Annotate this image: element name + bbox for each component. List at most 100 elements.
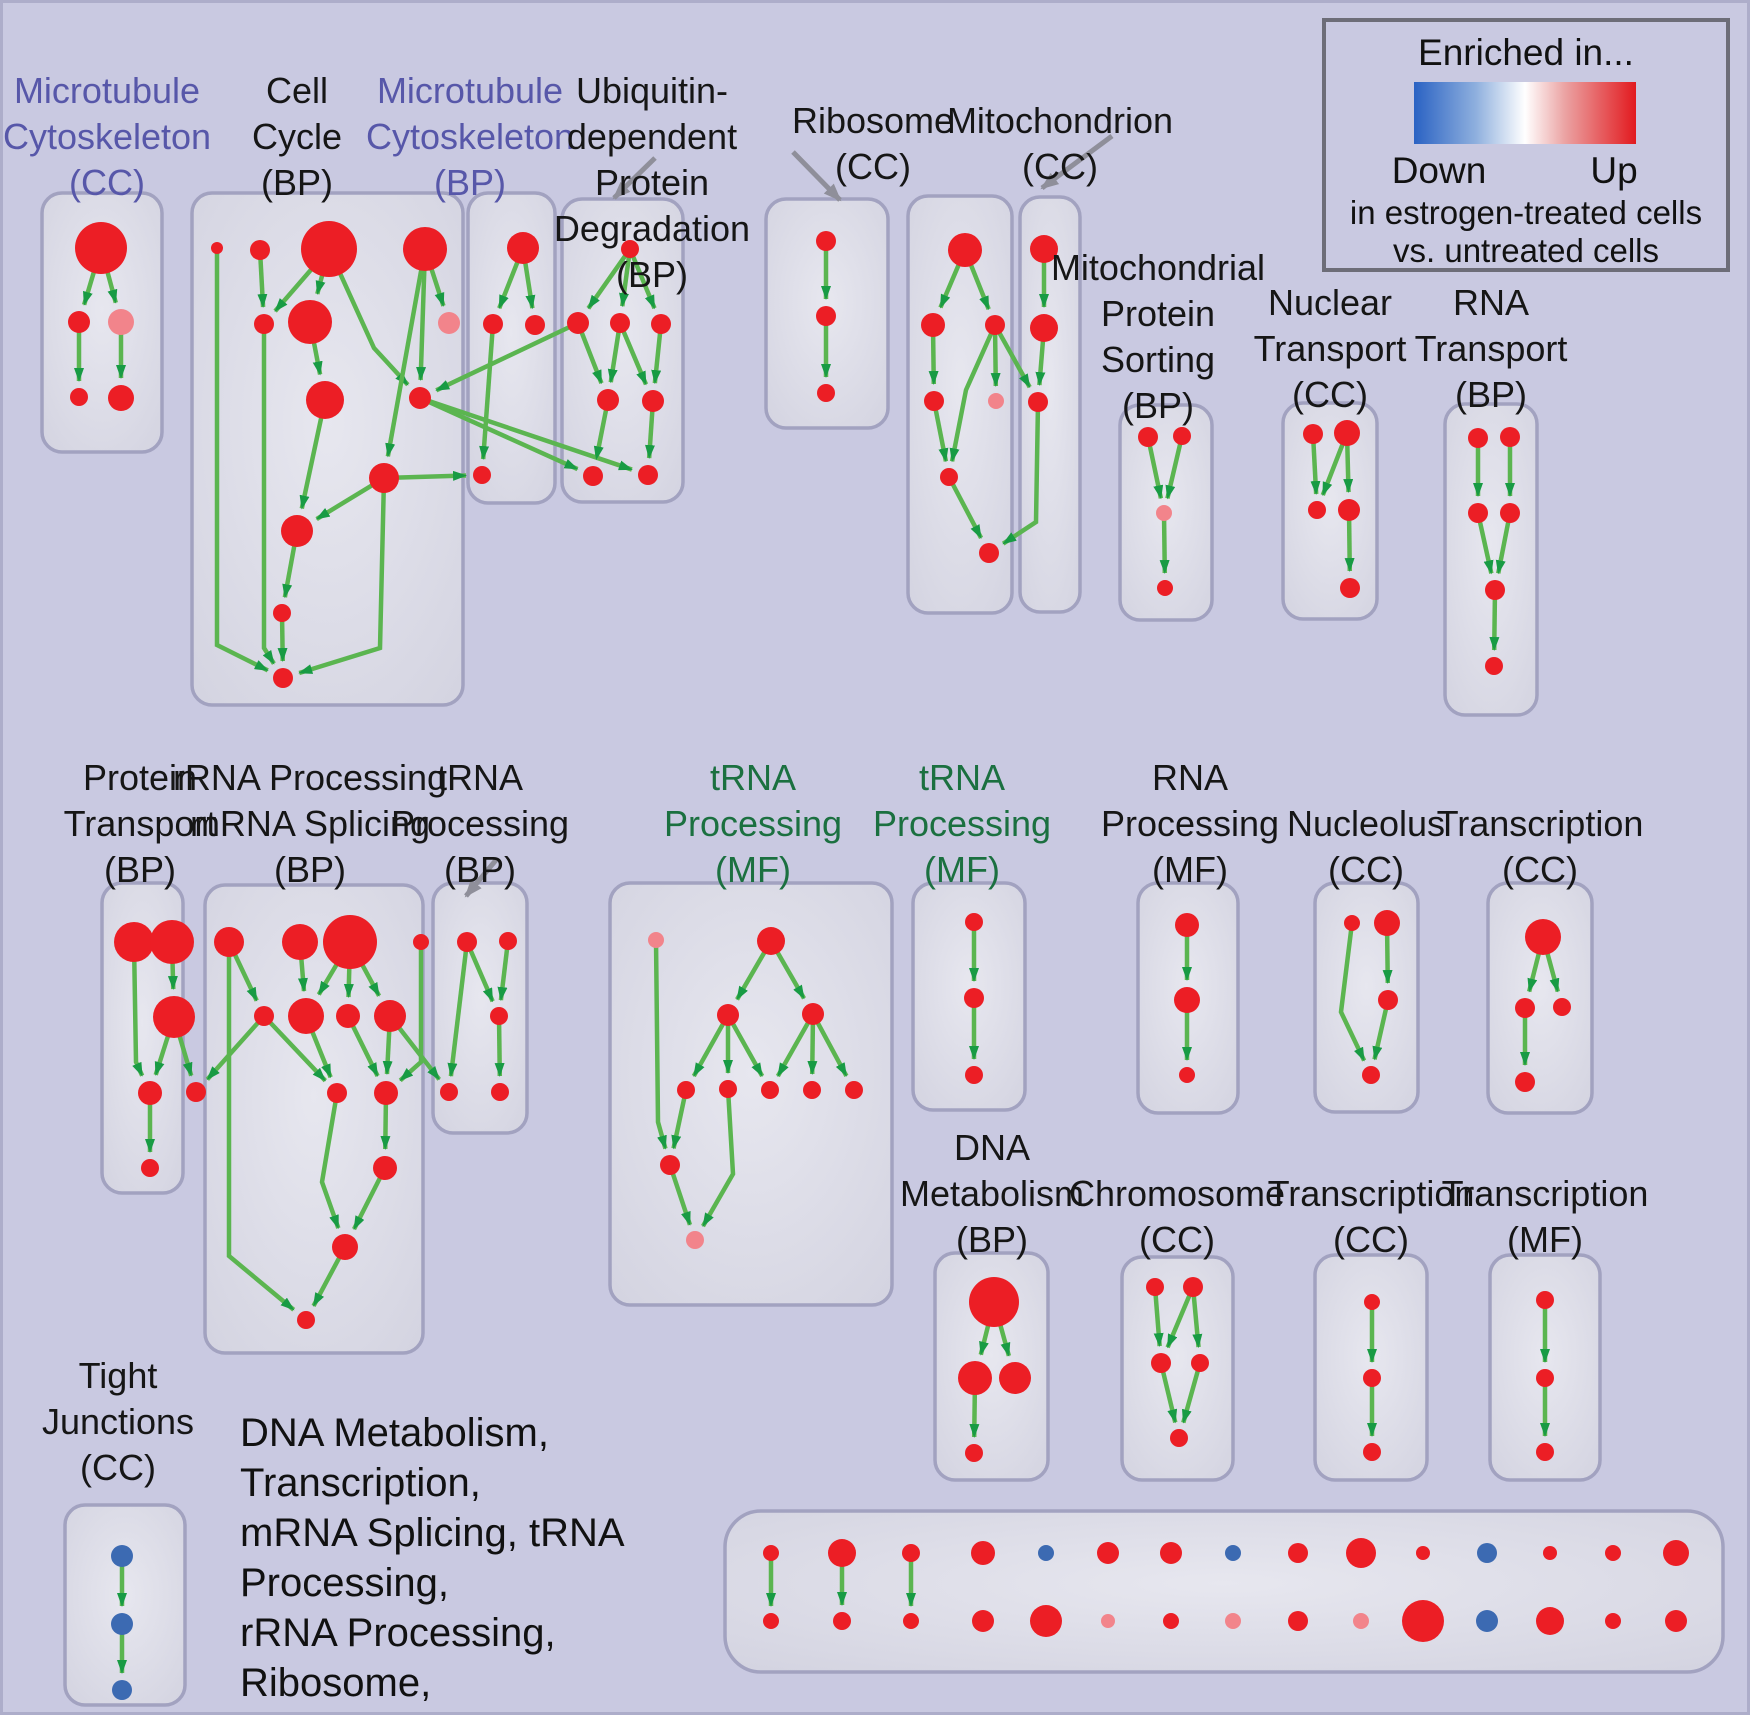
- rrna-mrna-node-2: [323, 915, 377, 969]
- legend-title: Enriched in...: [1418, 32, 1634, 73]
- mitochondrial-protein-sorting-label: Mitochondrial Protein Sorting (BP): [1050, 247, 1266, 426]
- legend-up-label: Up: [1590, 150, 1638, 191]
- mixed-misc-node-15: [763, 1613, 779, 1629]
- transcription-cc-mid-node-0: [1525, 919, 1561, 955]
- microtubule-bp-node-2: [525, 315, 545, 335]
- transcription-cc-mid-node-2: [1553, 998, 1571, 1016]
- edge-arrow: [1165, 435, 1185, 500]
- nuclear-transport-node-4: [1340, 578, 1360, 598]
- nuclear-transport-node-2: [1308, 501, 1326, 519]
- protein-transport-node-4: [141, 1159, 159, 1177]
- cell-cycle-node-7: [306, 381, 344, 419]
- ubiquitin-a-node-4: [597, 389, 619, 411]
- edge-arrow: [262, 1014, 327, 1083]
- nuclear-transport-node-3: [1338, 499, 1360, 521]
- mixed-misc-node-24: [1353, 1613, 1369, 1629]
- edge-arrow: [947, 475, 984, 540]
- ubiquitin-b-node-1: [816, 306, 836, 326]
- edge-arrow: [205, 1014, 266, 1081]
- trna-bp-node-0: [457, 932, 477, 952]
- edge-arrow: [435, 320, 579, 393]
- microtubule-cc-box: [40, 191, 164, 454]
- mixed-misc-node-6: [1160, 1542, 1182, 1564]
- ubiquitin-label: Ubiquitin- dependent Protein Degradation…: [553, 70, 751, 295]
- rrna-mrna-node-5: [288, 998, 324, 1034]
- mixed-misc-node-21: [1163, 1613, 1179, 1629]
- chromosome-box: [1120, 1255, 1235, 1482]
- rrna-mrna-node-1: [282, 924, 318, 960]
- transcription-cc-bottom-label: Transcription (CC): [1267, 1173, 1475, 1260]
- mixed-misc-box: [723, 1509, 1725, 1674]
- trna-mf-large-node-7: [803, 1081, 821, 1099]
- mixed-misc-node-11: [1477, 1543, 1497, 1563]
- protein-transport-node-0: [114, 922, 154, 962]
- chromosome-node-2: [1151, 1353, 1171, 1373]
- rrna-mrna-node-12: [297, 1311, 315, 1329]
- trna-mf-large-node-10: [686, 1231, 704, 1249]
- edge-arrow: [419, 395, 579, 472]
- edge-arrow: [464, 941, 495, 1003]
- chromosome-label: Chromosome (CC): [1068, 1173, 1286, 1260]
- edge-arrow: [1159, 512, 1170, 575]
- transcription-cc-mid-node-1: [1515, 998, 1535, 1018]
- edge-arrow: [993, 323, 1032, 389]
- cell-cycle-node-6: [438, 312, 460, 334]
- ubiquitin-a-node-7: [638, 465, 658, 485]
- rna-transport-node-3: [1500, 503, 1520, 523]
- protein-transport-node-2: [153, 996, 195, 1038]
- microtubule-cc-node-2: [108, 309, 134, 335]
- edge-arrow: [619, 248, 633, 308]
- annotation-arrow: [612, 156, 657, 200]
- nucleolus-label: Nucleolus (CC): [1286, 803, 1446, 890]
- trna-mf-2-label: tRNA Processing (MF): [872, 757, 1052, 890]
- tight-junctions-label: Tight Junctions (CC): [41, 1355, 195, 1488]
- protein-transport-node-5: [186, 1082, 206, 1102]
- trna-mf-large-node-2: [717, 1004, 739, 1026]
- protein-transport-node-3: [138, 1081, 162, 1105]
- edge-arrow: [701, 1088, 736, 1228]
- dna-metabolism-label: DNA Metabolism (BP): [899, 1127, 1085, 1260]
- cell-cycle-node-2: [301, 221, 357, 277]
- annotation-arrow: [791, 150, 842, 202]
- microtubule-cc-label: Microtubule Cytoskeleton (CC): [2, 70, 212, 203]
- rrna-mrna-node-4: [254, 1006, 274, 1026]
- edge-arrow: [447, 941, 470, 1078]
- nucleolus-node-2: [1378, 990, 1398, 1010]
- dna-metabolism-node-1: [958, 1361, 992, 1395]
- mixed-misc-node-19: [1030, 1605, 1062, 1637]
- transcription-mf-node-0: [1536, 1291, 1554, 1309]
- transcription-cc-bottom-node-0: [1364, 1294, 1380, 1310]
- mixed-misc-node-14: [1663, 1540, 1689, 1566]
- edge-arrow: [586, 247, 632, 310]
- nucleolus-node-3: [1362, 1066, 1380, 1084]
- protein-transport-node-1: [150, 920, 194, 964]
- cell-cycle-node-12: [273, 668, 293, 688]
- transcription-cc-bottom-box: [1313, 1253, 1429, 1482]
- microtubule-bp-node-3: [473, 466, 491, 484]
- mito-protein-sorting-node-2: [1156, 505, 1172, 521]
- edge-arrow: [691, 1013, 730, 1078]
- microtubule-bp-node-1: [483, 314, 503, 334]
- mixed-misc-node-7: [1225, 1545, 1241, 1561]
- edge-arrow: [811, 1012, 849, 1077]
- trna-mf-large-node-0: [648, 932, 664, 948]
- trna-mf-large-node-6: [761, 1081, 779, 1099]
- microtubule-bp-label: Microtubule Cytoskeleton (BP): [365, 70, 575, 203]
- ribosome-node-2: [985, 315, 1005, 335]
- rna-processing-mf-node-0: [1175, 913, 1199, 937]
- rrna-mrna-node-11: [332, 1234, 358, 1260]
- ribosome-node-0: [948, 233, 982, 267]
- mixed-misc-node-13: [1605, 1545, 1621, 1561]
- microtubule-bp-node-0: [507, 232, 539, 264]
- microtubule-cc-node-0: [75, 222, 127, 274]
- rrna-mrna-box: [203, 883, 425, 1355]
- ubiquitin-a-node-3: [651, 314, 671, 334]
- edge-arrow: [131, 941, 145, 1077]
- mixed-misc-node-20: [1101, 1614, 1115, 1628]
- edge-arrow: [726, 1013, 765, 1078]
- mito-protein-sorting-node-0: [1138, 427, 1158, 447]
- microtubule-cc-node-4: [108, 385, 134, 411]
- microtubule-bp-box: [466, 191, 557, 505]
- ubiquitin-a-node-6: [583, 466, 603, 486]
